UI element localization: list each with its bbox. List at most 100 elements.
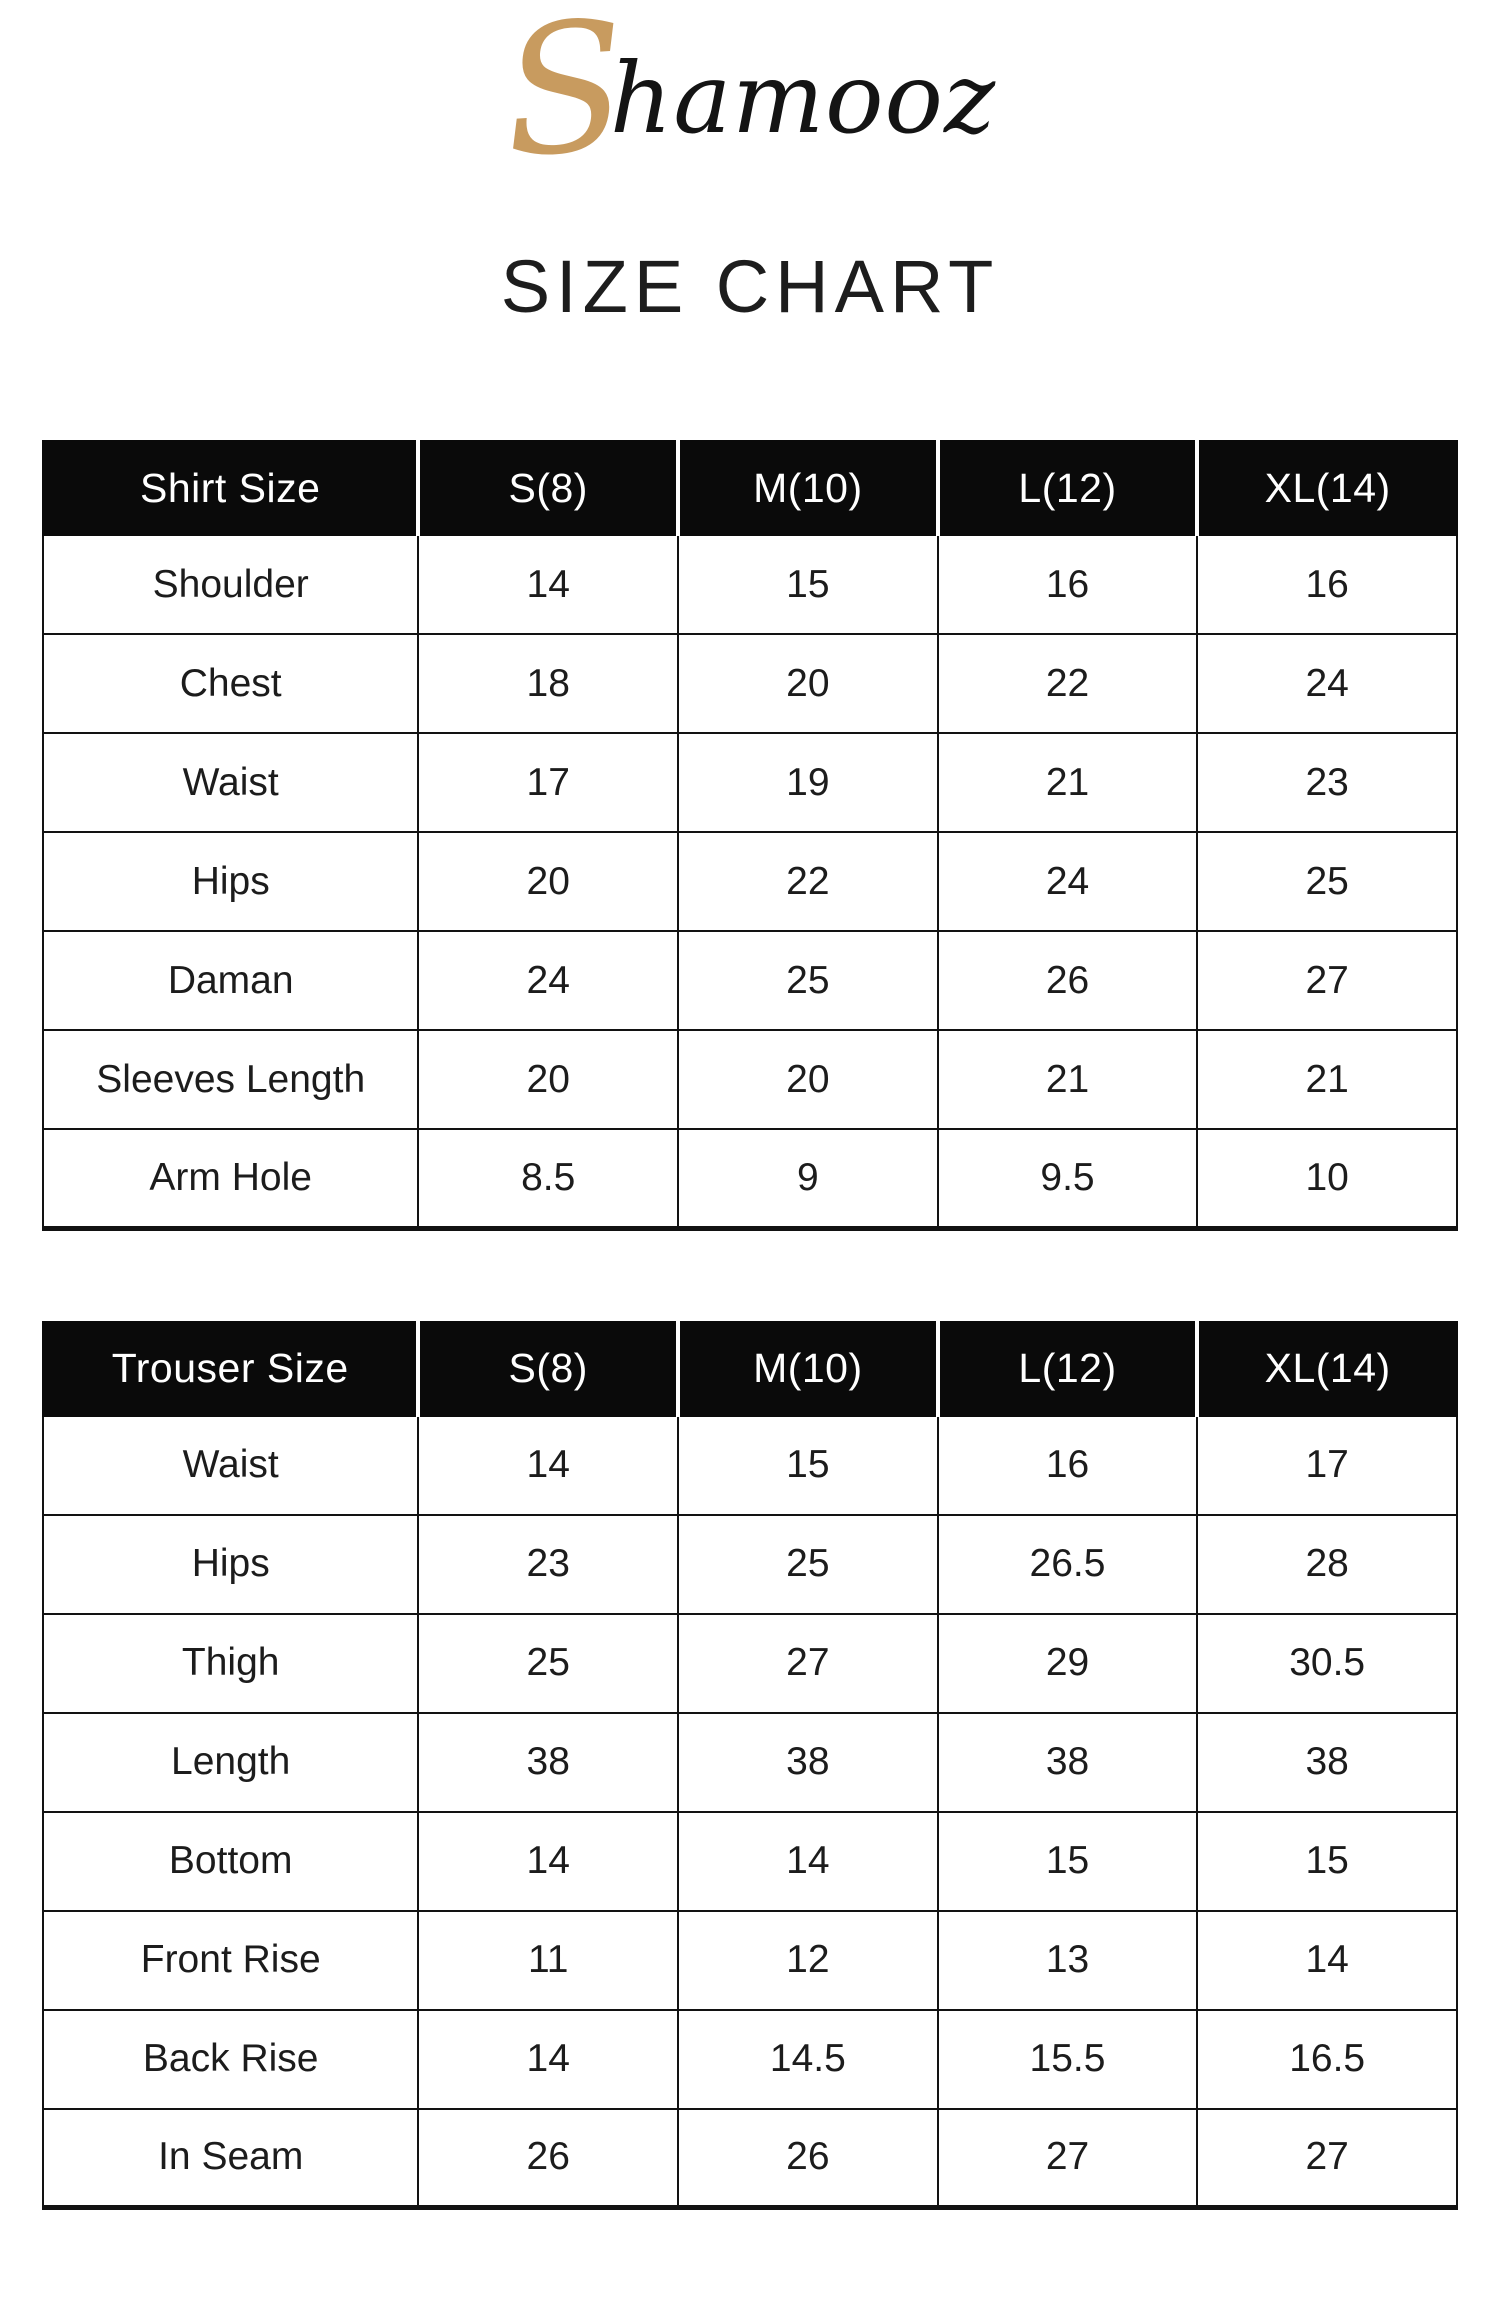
measurement-value-cell: 16 [936,1414,1199,1516]
measurement-value-cell: 14 [417,534,680,635]
measurement-value-cell: 22 [936,633,1199,734]
brand-logo: S hamooz [0,0,1500,197]
measurement-value-cell: 15.5 [936,2008,1199,2110]
logo-wordmark: hamooz [609,42,997,155]
measurement-value-cell: 18 [417,633,680,734]
measurement-value-cell: 29 [936,1612,1199,1714]
table-row: Thigh 25 27 29 30.5 [41,1612,1458,1714]
measurement-label-cell: Sleeves Length [41,1029,420,1130]
measurement-label-cell: Front Rise [41,1909,420,2011]
table-row: Hips 23 25 26.5 28 [41,1513,1458,1615]
measurement-value-cell: 12 [677,1909,939,2011]
measurement-value-cell: 15 [677,1414,939,1516]
measurement-value-cell: 14 [417,1414,680,1516]
measurement-value-cell: 16 [1196,534,1458,635]
size-column-header: S(8) [416,1320,680,1417]
measurement-value-cell: 14.5 [677,2008,939,2110]
measurement-value-cell: 11 [417,1909,680,2011]
measurement-value-cell: 17 [417,732,680,833]
size-column-header: S(8) [416,440,680,536]
measurement-value-cell: 20 [677,633,939,734]
table-row: Sleeves Length 20 20 21 21 [41,1029,1458,1130]
table-title-cell: Shirt Size [41,440,420,536]
measurement-value-cell: 27 [1196,2107,1458,2210]
table-row: In Seam 26 26 27 27 [41,2107,1458,2210]
table-header-row: Shirt Size S(8) M(10) L(12) XL(14) [41,440,1458,536]
measurement-label-cell: In Seam [41,2107,420,2210]
table-row: Bottom 14 14 15 15 [41,1810,1458,1912]
size-column-header: L(12) [935,440,1199,536]
measurement-value-cell: 14 [1196,1909,1458,2011]
measurement-label-cell: Bottom [41,1810,420,1912]
measurement-value-cell: 28 [1196,1513,1458,1615]
measurement-label-cell: Thigh [41,1612,420,1714]
size-column-header: L(12) [935,1320,1199,1417]
measurement-value-cell: 15 [1196,1810,1458,1912]
table-title-cell: Trouser Size [41,1320,420,1417]
measurement-value-cell: 21 [936,1029,1199,1130]
measurement-value-cell: 38 [677,1711,939,1813]
measurement-value-cell: 21 [1196,1029,1458,1130]
measurement-value-cell: 27 [936,2107,1199,2210]
measurement-label-cell: Waist [41,732,420,833]
measurement-value-cell: 20 [417,831,680,932]
measurement-value-cell: 25 [677,1513,939,1615]
logo-initial-s: S [496,0,633,198]
measurement-value-cell: 9.5 [936,1128,1199,1231]
page-title: SIZE CHART [500,245,1000,328]
measurement-value-cell: 25 [677,930,939,1031]
measurement-value-cell: 9 [677,1128,939,1231]
measurement-label-cell: Daman [41,930,420,1031]
measurement-value-cell: 13 [936,1909,1199,2011]
measurement-value-cell: 22 [677,831,939,932]
measurement-value-cell: 23 [417,1513,680,1615]
measurement-value-cell: 30.5 [1196,1612,1458,1714]
measurement-value-cell: 26 [417,2107,680,2210]
measurement-label-cell: Waist [41,1414,420,1516]
measurement-value-cell: 38 [936,1711,1199,1813]
measurement-value-cell: 26 [936,930,1199,1031]
measurement-label-cell: Arm Hole [41,1128,420,1231]
size-column-header: XL(14) [1195,440,1458,536]
shirt-size-table: Shirt Size S(8) M(10) L(12) XL(14) Shoulder 14… [41,440,1458,1231]
measurement-value-cell: 27 [677,1612,939,1714]
table-row: Daman 24 25 26 27 [41,930,1458,1031]
measurement-value-cell: 17 [1196,1414,1458,1516]
size-column-header: M(10) [676,440,939,536]
trouser-size-table: Trouser Size S(8) M(10) L(12) XL(14) Waist 14 1… [41,1320,1458,2210]
measurement-value-cell: 38 [417,1711,680,1813]
measurement-value-cell: 20 [417,1029,680,1130]
measurement-value-cell: 24 [936,831,1199,932]
table-row: Waist 17 19 21 23 [41,732,1458,833]
table-row: Back Rise 14 14.5 15.5 16.5 [41,2008,1458,2110]
measurement-value-cell: 8.5 [417,1128,680,1231]
measurement-label-cell: Length [41,1711,420,1813]
measurement-value-cell: 21 [936,732,1199,833]
measurement-value-cell: 15 [677,534,939,635]
measurement-value-cell: 19 [677,732,939,833]
measurement-value-cell: 23 [1196,732,1458,833]
table-row: Shoulder 14 15 16 16 [41,534,1458,635]
measurement-value-cell: 26 [677,2107,939,2210]
measurement-label-cell: Chest [41,633,420,734]
measurement-value-cell: 27 [1196,930,1458,1031]
measurement-value-cell: 14 [417,2008,680,2110]
measurement-value-cell: 24 [1196,633,1458,734]
measurement-value-cell: 24 [417,930,680,1031]
measurement-value-cell: 14 [677,1810,939,1912]
measurement-value-cell: 38 [1196,1711,1458,1813]
measurement-value-cell: 10 [1196,1128,1458,1231]
measurement-value-cell: 25 [1196,831,1458,932]
table-row: Waist 14 15 16 17 [41,1414,1458,1516]
table-row: Front Rise 11 12 13 14 [41,1909,1458,2011]
measurement-label-cell: Hips [41,831,420,932]
table-row: Chest 18 20 22 24 [41,633,1458,734]
measurement-value-cell: 26.5 [936,1513,1199,1615]
measurement-value-cell: 25 [417,1612,680,1714]
table-row: Hips 20 22 24 25 [41,831,1458,932]
measurement-value-cell: 15 [936,1810,1199,1912]
measurement-label-cell: Shoulder [41,534,420,635]
table-header-row: Trouser Size S(8) M(10) L(12) XL(14) [41,1320,1458,1417]
size-column-header: M(10) [676,1320,939,1417]
